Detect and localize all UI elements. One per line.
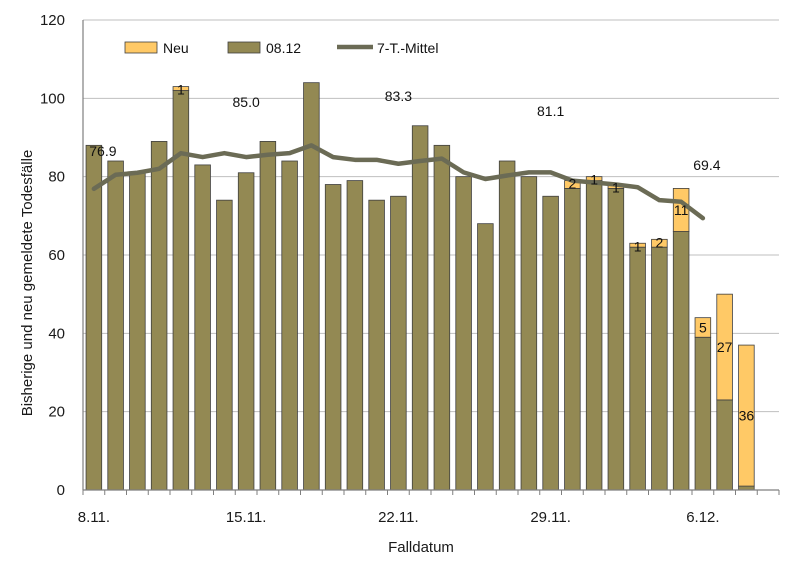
moving-average	[91, 143, 706, 221]
bar-0812-2.12.	[607, 188, 625, 491]
neu-data-label: 2	[655, 234, 663, 250]
bar-0812-13.11.	[194, 164, 211, 491]
bar-0812-9.11.	[107, 160, 124, 491]
y-tick-label: 120	[40, 12, 65, 29]
y-tick-label: 100	[40, 90, 65, 107]
bar-0812-16.11.	[259, 141, 277, 491]
bar-0812-1.12.	[585, 180, 603, 491]
y-tick-label: 40	[48, 325, 65, 342]
neu-data-label: 11	[674, 202, 689, 218]
neu-data-label: 5	[699, 319, 707, 335]
average-data-label: 81.1	[537, 103, 564, 119]
bar-0812-15.11.	[237, 172, 255, 491]
bar-0812-19.11.	[324, 184, 342, 491]
x-tick-label: 6.12.	[686, 509, 719, 526]
legend-swatch-1	[227, 41, 261, 54]
x-tick-label: 8.11.	[78, 509, 110, 526]
bar-0812-21.11.	[368, 199, 385, 491]
bar-neu-4.12.	[651, 238, 668, 248]
average-data-label: 85.0	[233, 94, 260, 110]
neu-data-label: 1	[177, 82, 185, 98]
x-tick-label: 22.11.	[378, 509, 419, 526]
bar-neu-7.12.	[716, 293, 733, 401]
x-tick-label: 29.11.	[530, 509, 571, 526]
bar-0812-10.11.	[129, 172, 146, 491]
bar-0812-23.11.	[411, 125, 429, 491]
legend-swatch-0	[124, 41, 158, 54]
average-data-label: 83.3	[385, 88, 412, 104]
bar-0812-4.12.	[651, 246, 668, 491]
y-tick-label: 60	[48, 247, 65, 264]
bar-neu-12.11.	[172, 86, 190, 91]
bar-0812-28.11.	[520, 176, 538, 491]
bar-0812-12.11.	[172, 90, 190, 491]
bar-0812-26.11.	[477, 223, 494, 491]
neu-data-label: 1	[634, 238, 642, 254]
legend-label: Neu	[163, 40, 189, 56]
bar-0812-14.11.	[216, 199, 233, 491]
bar-neu-3.12.	[629, 242, 646, 248]
neu-data-label: 2	[568, 176, 576, 192]
bar-0812-30.11.	[564, 188, 581, 491]
bar-0812-24.11.	[433, 144, 451, 491]
y-tick-label: 20	[48, 404, 65, 421]
bar-0812-29.11.	[542, 195, 559, 491]
bar-0812-27.11.	[498, 160, 516, 491]
y-axis-label: Bisherige und neu gemeldete Todesfälle	[19, 150, 36, 417]
moving-average-line	[91, 143, 706, 221]
legend: Neu 08.12 7-T.-Mittel	[124, 40, 438, 56]
bars	[85, 82, 755, 491]
bar-0812-5.12.	[672, 231, 690, 491]
x-tick-label: 15.11.	[226, 509, 267, 526]
average-data-label: 69.4	[693, 157, 720, 173]
bar-0812-6.12.	[694, 336, 712, 491]
legend-label: 7-T.-Mittel	[377, 40, 438, 56]
bar-0812-3.12.	[629, 246, 646, 491]
bar-0812-25.11.	[455, 176, 472, 491]
average-data-label: 76.9	[89, 143, 116, 159]
bar-neu-8.12.	[738, 344, 755, 487]
y-tick-label: 0	[57, 482, 65, 499]
axes: 0 20 40 60 80 100 120 8.11. 15.11. 22.11. 29.11. 6.…	[40, 12, 780, 526]
neu-data-label: 1	[612, 180, 620, 196]
x-axis-label: Falldatum	[388, 539, 454, 556]
bar-0812-22.11.	[390, 195, 407, 491]
bar-0812-17.11.	[281, 160, 298, 491]
bar-0812-11.11.	[150, 141, 168, 491]
bar-neu-6.12.	[694, 317, 712, 338]
legend-label: 08.12	[266, 40, 301, 56]
neu-data-label: 27	[717, 339, 733, 355]
bar-0812-8.11.	[85, 144, 103, 491]
bar-0812-7.12.	[716, 399, 733, 491]
neu-data-label: 1	[590, 172, 598, 188]
y-tick-label: 80	[48, 169, 65, 186]
neu-data-label: 36	[739, 408, 755, 424]
bar-0812-20.11.	[346, 180, 364, 491]
